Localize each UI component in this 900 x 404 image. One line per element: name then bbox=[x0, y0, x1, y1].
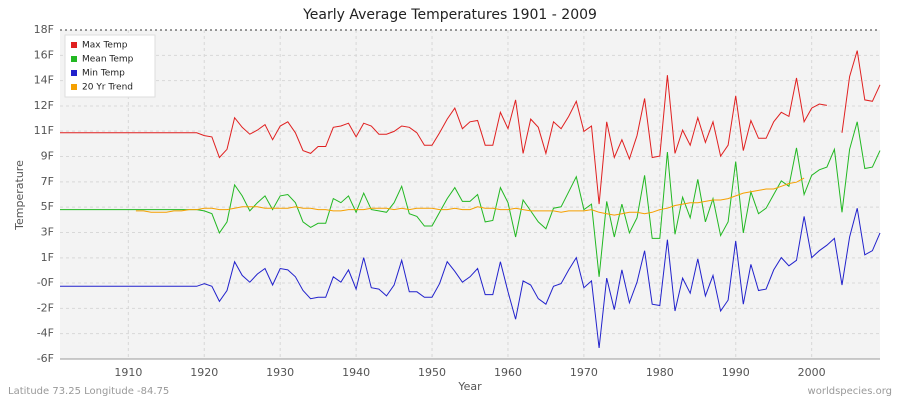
legend-label: Max Temp bbox=[82, 41, 128, 51]
legend-swatch bbox=[71, 56, 77, 62]
y-tick-label: 3F bbox=[41, 225, 54, 238]
x-tick-label: 1930 bbox=[266, 366, 294, 379]
y-tick-label: 5F bbox=[41, 200, 54, 213]
x-tick-label: 2000 bbox=[798, 366, 826, 379]
x-tick-label: 1970 bbox=[570, 366, 598, 379]
y-tick-label: 12F bbox=[34, 99, 54, 112]
y-tick-label: 9F bbox=[41, 150, 54, 163]
legend-box bbox=[64, 34, 156, 98]
legend-swatch bbox=[71, 42, 77, 48]
y-tick-label: 14F bbox=[34, 74, 54, 87]
y-tick-label: -4F bbox=[37, 327, 54, 340]
series-line bbox=[135, 177, 805, 216]
footer-left: Latitude 73.25 Longitude -84.75 bbox=[8, 386, 169, 397]
y-tick-label: -6F bbox=[37, 352, 54, 365]
legend-label: Mean Temp bbox=[82, 55, 134, 65]
y-tick-label: 11F bbox=[34, 124, 54, 137]
y-tick-label: 18F bbox=[34, 23, 54, 36]
series-line bbox=[60, 50, 881, 205]
y-axis-label: Temperature bbox=[13, 160, 26, 231]
footer-right: worldspecies.org bbox=[808, 386, 892, 397]
x-tick-label: 1920 bbox=[190, 366, 218, 379]
x-tick-label: 1990 bbox=[722, 366, 750, 379]
legend-label: 20 Yr Trend bbox=[82, 83, 133, 93]
series-line bbox=[60, 208, 881, 349]
y-tick-label: 7F bbox=[41, 175, 54, 188]
y-tick-label: 1F bbox=[41, 251, 54, 264]
legend-swatch bbox=[71, 70, 77, 76]
x-tick-label: 1960 bbox=[494, 366, 522, 379]
chart-title: Yearly Average Temperatures 1901 - 2009 bbox=[302, 7, 597, 23]
y-tick-label: 16F bbox=[34, 48, 54, 61]
x-tick-label: 1940 bbox=[342, 366, 370, 379]
legend-label: Min Temp bbox=[82, 69, 125, 79]
legend-swatch bbox=[71, 84, 77, 90]
x-tick-label: 1910 bbox=[114, 366, 142, 379]
x-axis-label: Year bbox=[457, 380, 482, 393]
x-tick-label: 1980 bbox=[646, 366, 674, 379]
x-tick-label: 1950 bbox=[418, 366, 446, 379]
y-tick-label: -0F bbox=[37, 276, 54, 289]
plot-area bbox=[60, 30, 880, 359]
y-tick-label: -2F bbox=[37, 301, 54, 314]
